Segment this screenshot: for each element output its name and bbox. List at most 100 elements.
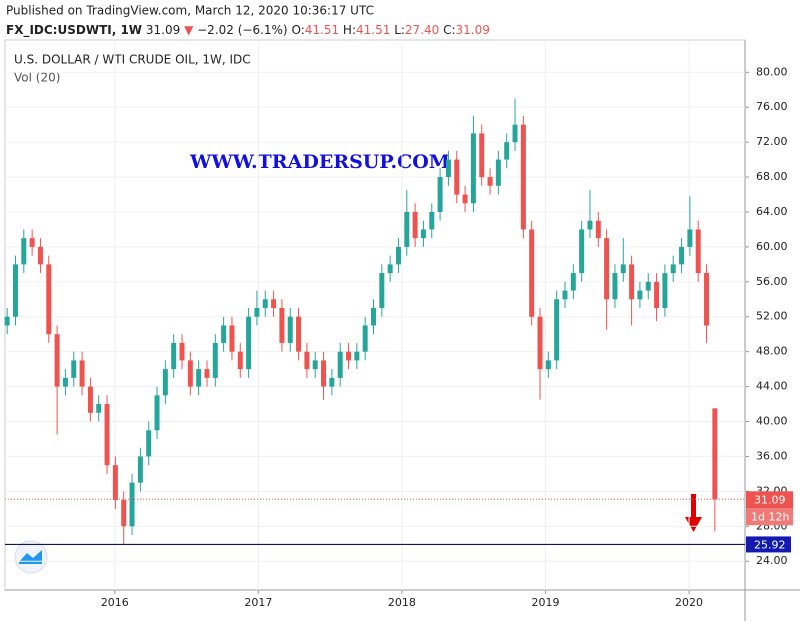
- published: Published on TradingView.com, March 12, …: [6, 4, 374, 18]
- candle: [429, 203, 435, 239]
- countdown: 1d 12h: [751, 510, 789, 523]
- candle: [645, 273, 651, 300]
- candle: [529, 220, 535, 326]
- candle: [579, 220, 585, 282]
- candle: [495, 150, 501, 195]
- l-value: 27.40: [405, 23, 439, 37]
- candle-body: [4, 316, 10, 326]
- candle-body: [604, 238, 610, 300]
- candle-body: [54, 334, 60, 387]
- candle: [237, 342, 243, 378]
- candle-body: [112, 465, 118, 501]
- candle: [312, 351, 318, 378]
- o-value: 41.51: [305, 23, 339, 37]
- candle-body: [654, 281, 660, 309]
- candle-body: [37, 246, 43, 265]
- candle-body: [87, 386, 93, 413]
- candle-body: [146, 430, 152, 457]
- y-tick-label: 60.00: [756, 240, 788, 253]
- candle: [254, 290, 260, 326]
- candle-body: [379, 273, 385, 309]
- candle-body: [287, 316, 293, 343]
- candle-body: [512, 124, 518, 143]
- candle: [412, 203, 418, 247]
- candle: [337, 342, 343, 387]
- candle-body: [162, 369, 168, 396]
- candle: [712, 408, 718, 532]
- candle-body: [71, 360, 77, 378]
- candle-body: [296, 316, 302, 352]
- l-label: L:: [394, 23, 405, 37]
- candle-body: [679, 246, 685, 265]
- logo: [14, 540, 48, 574]
- candle-body: [129, 482, 135, 527]
- candle: [479, 124, 485, 186]
- candle-body: [462, 194, 468, 204]
- candle: [662, 264, 668, 317]
- candle: [537, 308, 543, 400]
- candle: [4, 308, 10, 335]
- candle-body: [254, 308, 260, 317]
- x-tick-label: 2017: [244, 596, 272, 609]
- y-tick-label: 64.00: [756, 205, 788, 218]
- chart-title: U.S. DOLLAR / WTI CRUDE OIL, 1W, IDC: [14, 53, 251, 67]
- c-value: 31.09: [456, 23, 490, 37]
- candle: [137, 447, 143, 492]
- last-price-box: [746, 491, 793, 509]
- candle-body: [704, 273, 710, 326]
- candle-body: [420, 229, 426, 239]
- candle-body: [687, 229, 693, 247]
- change: −2.02 (−6.1%): [197, 23, 288, 37]
- candle: [637, 281, 643, 309]
- candle-body: [662, 273, 668, 309]
- candle-body: [612, 273, 618, 300]
- candle-body: [587, 220, 593, 230]
- candle: [504, 133, 510, 169]
- candle-body: [495, 159, 501, 186]
- x-tick-label: 2016: [101, 596, 129, 609]
- candle: [445, 150, 451, 186]
- candle: [229, 316, 235, 361]
- candle: [462, 185, 468, 212]
- candle-body: [545, 360, 551, 370]
- y-tick-label: 72.00: [756, 135, 788, 148]
- level-label-box: [746, 536, 791, 553]
- candle: [570, 264, 576, 300]
- x-tick-label: 2018: [388, 596, 416, 609]
- candle-body: [454, 159, 460, 195]
- candle-body: [187, 360, 193, 387]
- candle: [154, 386, 160, 439]
- candle: [79, 351, 85, 396]
- candle-body: [46, 264, 52, 335]
- candle-body: [529, 229, 535, 317]
- c-label: C:: [443, 23, 455, 37]
- candle: [96, 395, 102, 422]
- candle-body: [121, 500, 127, 527]
- candle: [287, 308, 293, 352]
- candle: [204, 360, 210, 387]
- candle: [129, 473, 135, 535]
- candle: [321, 351, 327, 400]
- candle-body: [520, 124, 526, 230]
- candle-body: [354, 351, 360, 361]
- y-tick-label: 36.00: [756, 449, 788, 462]
- symbol-line: FX_IDC:USDWTI, 1W 31.09 ▼ −2.02 (−6.1%) …: [6, 23, 490, 38]
- candle-body: [562, 290, 568, 300]
- candle-body: [96, 404, 102, 413]
- candle: [21, 229, 27, 274]
- candle-body: [595, 220, 601, 239]
- candle: [304, 342, 310, 378]
- candle-body: [504, 142, 510, 160]
- candle: [629, 255, 635, 326]
- candle: [162, 360, 168, 405]
- candle: [54, 325, 60, 435]
- candle: [104, 395, 110, 474]
- candle-body: [262, 299, 268, 309]
- candle: [512, 98, 518, 151]
- candle: [562, 281, 568, 309]
- symbol: FX_IDC:USDWTI, 1W: [6, 23, 142, 38]
- candle-body: [204, 369, 210, 378]
- candle-body: [645, 281, 651, 291]
- candle: [329, 369, 335, 396]
- candle: [387, 255, 393, 282]
